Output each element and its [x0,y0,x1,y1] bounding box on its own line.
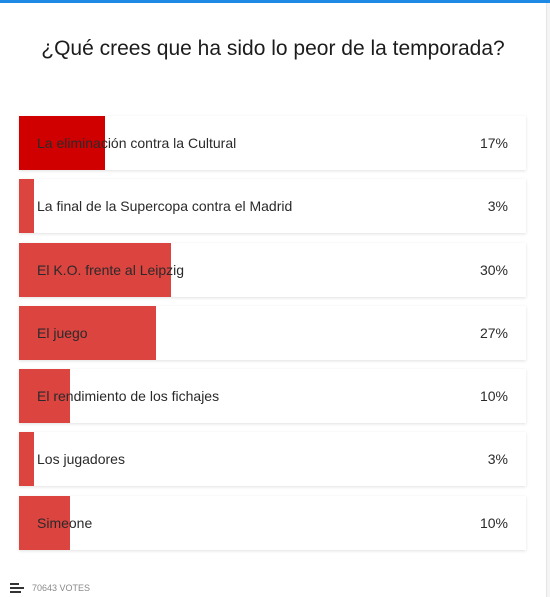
option-percent: 3% [487,451,508,468]
poll-option[interactable]: El K.O. frente al Leipzig 30% [19,242,526,297]
option-label: Simeone [37,514,93,531]
top-accent-bar [0,0,550,3]
option-result-bar [19,369,70,424]
poll-option[interactable]: La final de la Supercopa contra el Madri… [19,179,526,234]
poll-option[interactable]: Simeone 10% [19,495,526,550]
poll-question: ¿Qué crees que ha sido lo peor de la tem… [41,37,505,60]
option-result-bar [19,495,70,550]
option-percent: 27% [479,324,508,341]
option-label: La final de la Supercopa contra el Madri… [37,198,293,215]
poll-panel: ¿Qué crees que ha sido lo peor de la tem… [0,3,547,597]
poll-footer: 70643 VOTES [10,583,90,593]
option-result-bar [19,179,35,234]
poll-option[interactable]: El rendimiento de los fichajes 10% [19,369,526,424]
poll-option[interactable]: El juego 27% [19,305,526,360]
option-result-bar [19,305,156,360]
option-label: El juego [37,324,88,341]
option-percent: 30% [479,261,508,278]
option-label: La eliminación contra la Cultural [37,135,237,151]
option-percent: 10% [479,388,508,405]
poll-option[interactable]: La eliminación contra la Cultural 17% [19,116,526,170]
poll-options: La eliminación contra la Cultural 17% La… [19,116,526,559]
option-result-bar [19,116,106,170]
option-result-bar [19,242,172,297]
poll-option[interactable]: Los jugadores 3% [19,432,526,487]
votes-count: 70643 VOTES [32,583,91,593]
option-percent: 17% [479,135,508,151]
option-label: El K.O. frente al Leipzig [37,261,185,278]
bar-list-icon [10,583,24,593]
option-label: El rendimiento de los fichajes [37,388,220,405]
option-percent: 3% [487,198,508,215]
option-label: Los jugadores [37,451,125,468]
option-percent: 10% [479,514,508,531]
option-result-bar [19,432,35,487]
